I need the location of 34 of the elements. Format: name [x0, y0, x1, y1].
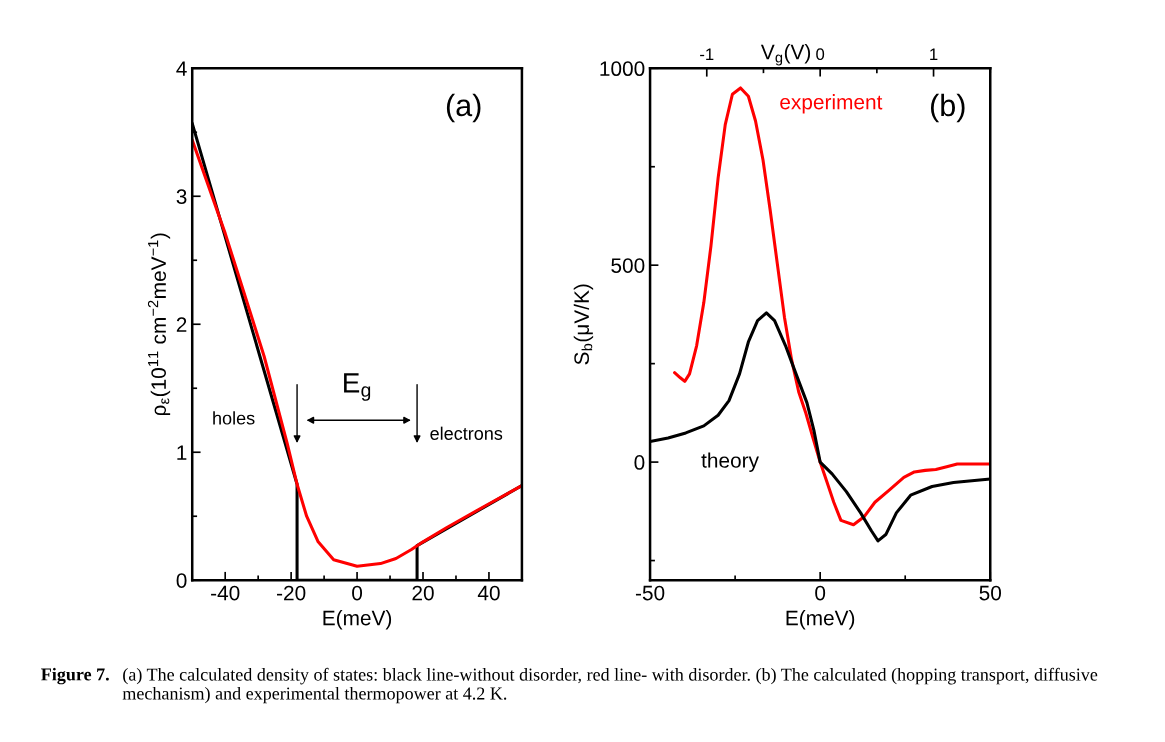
y-tick-label: 500 — [611, 258, 645, 273]
x-tick-label: 0 — [815, 585, 826, 601]
x2-tick-label: 1 — [930, 48, 938, 60]
y-tick-label: 2 — [176, 317, 187, 332]
x-tick-label: -40 — [211, 585, 240, 601]
x-axis-title: E(meV) — [323, 610, 392, 630]
x-axis-title: E(meV) — [786, 610, 855, 630]
y-tick-label: 4 — [176, 61, 187, 76]
y-tick-label: 1 — [177, 445, 187, 460]
text: (a) The calculated density of states: black line-without disorder, red line- with disorder. (b) The calculated (hopping transport, diffusive mechanism) and experimental thermopower at 4.2 K. — [122, 667, 1098, 704]
x-tick-label: -50 — [635, 585, 665, 601]
x-tick-label: -20 — [277, 585, 306, 601]
x-tick-label: 0 — [352, 585, 363, 601]
annotation: holes — [213, 411, 255, 425]
annotation: electrons — [430, 426, 503, 440]
x-tick-label: 50 — [979, 585, 1002, 601]
y-tick-label: 3 — [176, 189, 187, 205]
x2-axis-title: V$_{g}$(V) — [760, 44, 811, 66]
annotation: (b) — [930, 93, 965, 123]
x2-tick-label: 0 — [816, 48, 825, 61]
y-axis-title: S$_{b}$(μV/K) — [573, 284, 594, 365]
line-series — [673, 86, 991, 527]
series-label: theory — [701, 452, 759, 472]
text: ρ$_{ε}$(10$^{11}$ cm$^{−2}$meV$^{−1}$) — [147, 233, 171, 416]
y-tick-label: 0 — [176, 573, 187, 588]
y-tick-label: 1000 — [600, 61, 645, 77]
annotation: E$_{g}$ — [344, 373, 371, 401]
annotation: (a) — [446, 93, 481, 123]
caption: Figure 7. — [41, 667, 109, 685]
series-label: experiment — [780, 94, 883, 114]
x-tick-label: 40 — [477, 585, 500, 601]
y-tick-label: 0 — [634, 455, 645, 470]
x2-tick-label: -1 — [700, 48, 714, 60]
x-tick-label: 20 — [412, 585, 434, 601]
